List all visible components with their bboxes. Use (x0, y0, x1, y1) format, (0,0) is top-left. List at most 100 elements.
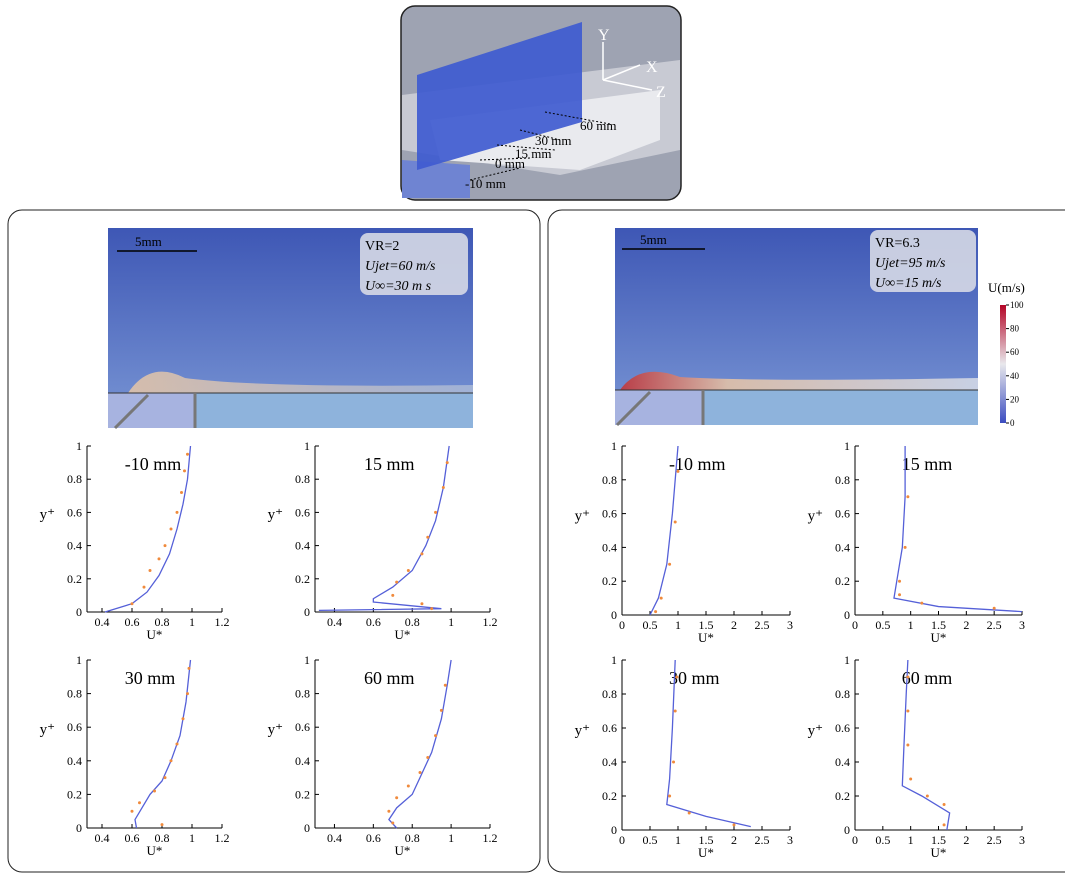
axis-label: X (646, 59, 658, 76)
y-tick-label: 0.6 (295, 720, 310, 734)
contour-plot: 5mm VR=2 Ujet=60 m/s U∞=30 m s (108, 228, 473, 430)
y-tick-label: 0.8 (835, 473, 850, 487)
station-label: 30 mm (535, 133, 571, 148)
x-tick-label: 2.5 (987, 833, 1002, 847)
schematic: Y X Z 60 mm 30 mm 15 mm 0 mm -10 mm (400, 5, 682, 201)
data-point (175, 510, 179, 514)
x-tick-label: 1 (675, 618, 681, 632)
x-tick-label: 1 (448, 615, 454, 629)
y-tick-label: 0.2 (67, 787, 82, 801)
y-tick-label: 0.2 (835, 789, 850, 803)
data-point (418, 771, 422, 775)
data-point (395, 796, 399, 800)
x-tick-label: 0.5 (643, 833, 658, 847)
data-point (673, 709, 677, 713)
x-tick-label: 0.8 (405, 615, 420, 629)
data-point (406, 569, 410, 572)
data-point (387, 809, 391, 813)
colorbar-tick-label: 100 (1010, 300, 1024, 310)
annotation: VR=6.3 (875, 236, 920, 251)
y-tick-label: 0.4 (295, 539, 310, 553)
x-tick-label: 1 (908, 833, 914, 847)
y-tick-label: 0.4 (835, 755, 850, 769)
chart-title: -10 mm (125, 454, 182, 474)
data-point (906, 495, 910, 499)
line (893, 446, 1023, 613)
data-point (675, 675, 679, 679)
y-tick-label: 0 (844, 823, 850, 837)
data-point (426, 535, 430, 539)
x-tick-label: 2 (963, 833, 969, 847)
data-point (898, 579, 902, 583)
y-tick-label: 1 (844, 653, 850, 667)
data-point (676, 469, 680, 473)
x-tick-label: 1.5 (699, 618, 714, 632)
y-tick-label: 0.8 (67, 687, 82, 701)
data-point (925, 794, 929, 798)
x-tick-label: 0.8 (155, 831, 170, 845)
data-point (420, 602, 424, 606)
y-tick-label: 0 (304, 821, 310, 835)
y-axis-label: y⁺ (808, 509, 823, 525)
x-tick-label: 1 (675, 833, 681, 847)
data-point (175, 742, 179, 746)
y-tick-label: 0.6 (602, 507, 617, 521)
data-point (186, 692, 189, 696)
data-point (687, 811, 691, 815)
line (104, 445, 192, 613)
x-tick-label: 3 (1019, 618, 1025, 632)
colorbar-tick-label: 20 (1010, 394, 1020, 404)
annotation: Ujet=60 m/s (365, 259, 436, 274)
x-tick-label: 0.4 (95, 615, 110, 629)
x-tick-label: 1 (189, 615, 195, 629)
y-tick-label: 1 (844, 439, 850, 453)
data-point (391, 593, 395, 597)
x-axis-label: U* (395, 843, 411, 858)
y-axis-label: y⁺ (268, 722, 283, 738)
line (666, 659, 751, 828)
y-tick-label: 0 (611, 608, 617, 622)
x-tick-label: 0.6 (125, 831, 140, 845)
data-point (909, 777, 913, 781)
data-point (906, 743, 910, 747)
y-tick-label: 0.6 (67, 720, 82, 734)
data-point (186, 452, 189, 456)
y-tick-label: 0.6 (67, 505, 82, 519)
y-tick-label: 0.8 (602, 473, 617, 487)
x-tick-label: 1.5 (931, 833, 946, 847)
x-tick-label: 0.5 (643, 618, 658, 632)
x-tick-label: 1.2 (483, 615, 498, 629)
line (649, 445, 679, 616)
y-axis-label: y⁺ (808, 723, 823, 739)
data-point (130, 602, 134, 606)
x-tick-label: 2 (963, 618, 969, 632)
data-point (443, 683, 447, 687)
data-point (395, 580, 399, 584)
data-point (169, 759, 173, 763)
colorbar: U(m/s) (988, 280, 1025, 423)
y-tick-label: 0.2 (835, 574, 850, 588)
y-tick-label: 0 (76, 605, 82, 619)
data-point (659, 596, 663, 600)
x-tick-label: 0.6 (366, 831, 381, 845)
data-point (163, 776, 167, 780)
x-tick-label: 0 (852, 618, 858, 632)
x-tick-label: 1.5 (931, 618, 946, 632)
x-tick-label: 0 (619, 618, 625, 632)
data-point (426, 755, 430, 759)
y-tick-label: 1 (76, 439, 82, 453)
x-axis-label: U* (698, 630, 714, 645)
x-axis-label: U* (395, 627, 411, 642)
data-point (434, 734, 438, 738)
y-tick-label: 0.6 (835, 721, 850, 735)
data-point (183, 469, 186, 473)
colorbar-tick-label: 80 (1010, 324, 1020, 334)
data-point (673, 520, 677, 524)
axis-label: Z (656, 84, 666, 101)
x-tick-label: 2.5 (755, 833, 770, 847)
data-point (153, 789, 156, 793)
station-label: 0 mm (495, 156, 525, 171)
x-tick-label: 0.4 (327, 831, 342, 845)
station-label: 15 mm (515, 146, 551, 161)
